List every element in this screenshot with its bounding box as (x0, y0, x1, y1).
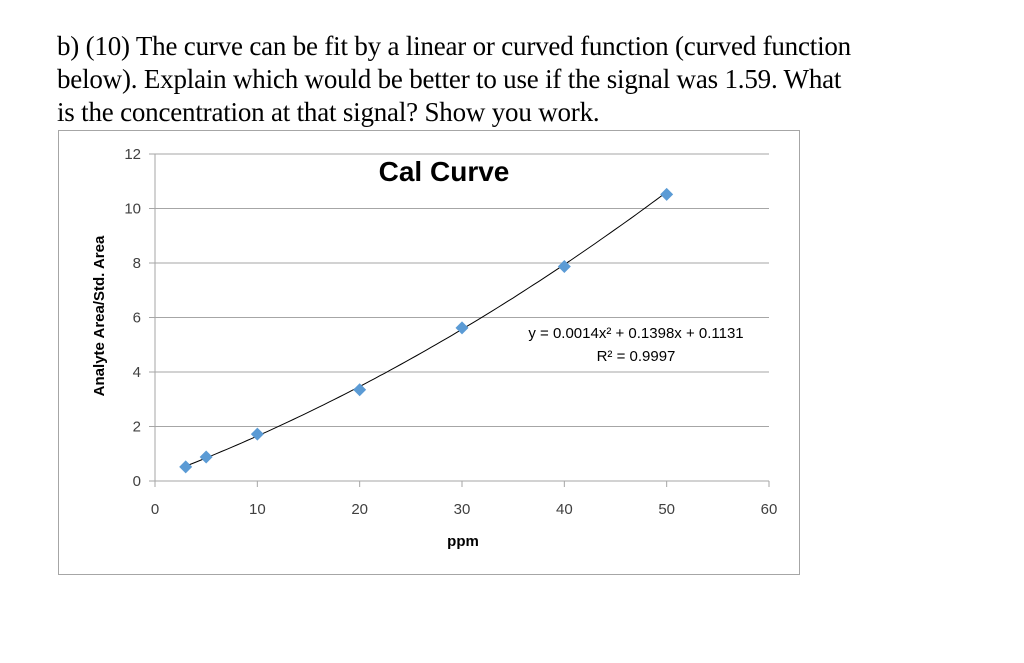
x-tick-label: 10 (249, 501, 266, 518)
cal-curve-chart: 0 2 4 6 8 10 12 0 10 20 30 40 50 60 Cal Curve ppm An… (58, 130, 800, 575)
data-point-marker (179, 460, 193, 474)
y-tick-label: 6 (133, 310, 141, 327)
gridlines (149, 153, 769, 482)
x-tick-label: 20 (351, 501, 368, 518)
axes (154, 154, 770, 487)
data-point-marker (199, 450, 213, 464)
question-line-3: is the concentration at that signal? Sho… (57, 97, 600, 127)
data-point-marker (660, 187, 674, 201)
chart-canvas: 0 2 4 6 8 10 12 0 10 20 30 40 50 60 Cal Curve ppm An… (91, 146, 778, 550)
y-tick-label: 10 (124, 201, 141, 218)
x-tick-label: 40 (556, 501, 573, 518)
y-axis-label: Analyte Area/Std. Area (91, 235, 108, 396)
data-points (179, 187, 674, 474)
x-axis-ticks: 0 10 20 30 40 50 60 (151, 501, 778, 518)
y-tick-label: 2 (133, 419, 141, 436)
y-tick-label: 8 (133, 255, 141, 272)
y-tick-label: 4 (133, 364, 141, 381)
data-point-marker (557, 260, 571, 274)
question-line-1: b) (10) The curve can be fit by a linear… (57, 31, 851, 61)
data-point-marker (353, 383, 367, 397)
x-tick-label: 30 (454, 501, 471, 518)
trendline-equation: y = 0.0014x² + 0.1398x + 0.1131 (528, 325, 743, 342)
chart-title: Cal Curve (379, 156, 510, 187)
x-tick-label: 60 (761, 501, 778, 518)
x-tick-label: 0 (151, 501, 159, 518)
y-axis-ticks: 0 2 4 6 8 10 12 (124, 146, 141, 490)
question-line-2: below). Explain which would be better to… (57, 64, 842, 94)
data-point-marker (455, 321, 469, 335)
x-axis-label: ppm (447, 533, 479, 550)
y-tick-label: 12 (124, 146, 141, 163)
trendline (185, 191, 667, 467)
r-squared-label: R² = 0.9997 (597, 348, 676, 365)
x-tick-label: 50 (658, 501, 675, 518)
y-tick-label: 0 (133, 473, 141, 490)
question-text: b) (10) The curve can be fit by a linear… (57, 30, 957, 129)
data-point-marker (250, 427, 264, 441)
